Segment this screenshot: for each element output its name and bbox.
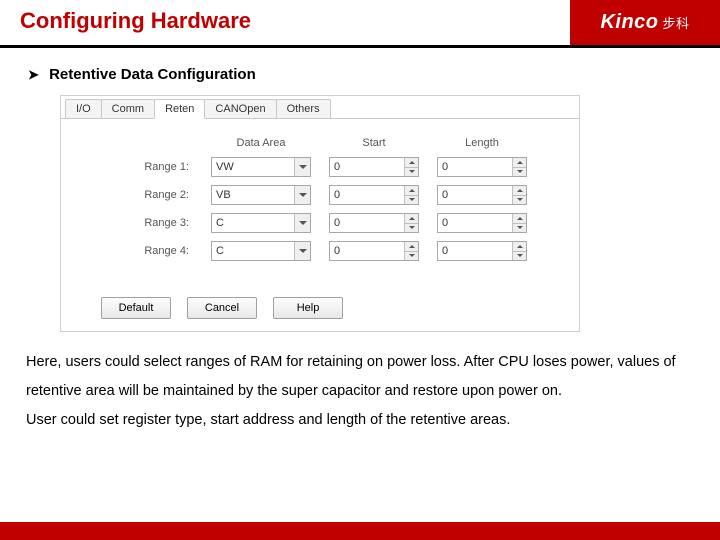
config-dialog: I/O Comm Reten CANOpen Others Data Area … (60, 95, 580, 332)
spin-down-icon[interactable] (513, 196, 526, 205)
row4-label: Range 4: (113, 245, 193, 257)
col-length: Length (437, 137, 527, 149)
row3-area-select[interactable]: C (211, 213, 311, 233)
bullet-icon: ➤ (28, 67, 39, 83)
row1-length-value: 0 (438, 158, 512, 176)
spin-down-icon[interactable] (405, 224, 418, 233)
page-title: Configuring Hardware (0, 0, 570, 45)
spin-down-icon[interactable] (405, 168, 418, 177)
cancel-button[interactable]: Cancel (187, 297, 257, 319)
spin-down-icon[interactable] (405, 196, 418, 205)
footer-accent-bar (0, 522, 720, 540)
chevron-down-icon[interactable] (294, 186, 310, 204)
row1-area-select[interactable]: VW (211, 157, 311, 177)
range-grid: Data Area Start Length Range 1: VW 0 0 R… (81, 137, 559, 261)
tab-canopen[interactable]: CANOpen (204, 99, 276, 118)
row1-label: Range 1: (113, 161, 193, 173)
dialog-button-row: Default Cancel Help (61, 289, 579, 331)
spin-up-icon[interactable] (405, 242, 418, 252)
row4-area-value: C (212, 245, 294, 257)
description-block: Here, users could select ranges of RAM f… (0, 332, 720, 435)
row4-start-spinner[interactable]: 0 (329, 241, 419, 261)
spin-down-icon[interactable] (405, 252, 418, 261)
row3-start-spinner[interactable]: 0 (329, 213, 419, 233)
col-data-area: Data Area (211, 137, 311, 149)
spin-up-icon[interactable] (405, 186, 418, 196)
row1-start-spinner[interactable]: 0 (329, 157, 419, 177)
chevron-down-icon[interactable] (294, 158, 310, 176)
section-title-text: Retentive Data Configuration (49, 66, 256, 83)
spin-up-icon[interactable] (513, 214, 526, 224)
logo-text: Kinco (600, 11, 658, 34)
section-heading: ➤ Retentive Data Configuration (0, 48, 720, 91)
spin-down-icon[interactable] (513, 168, 526, 177)
row4-length-spinner[interactable]: 0 (437, 241, 527, 261)
row1-length-spinner[interactable]: 0 (437, 157, 527, 177)
row3-length-spinner[interactable]: 0 (437, 213, 527, 233)
row2-length-value: 0 (438, 186, 512, 204)
spin-up-icon[interactable] (513, 158, 526, 168)
tab-reten[interactable]: Reten (154, 99, 205, 119)
row4-length-value: 0 (438, 242, 512, 260)
default-button[interactable]: Default (101, 297, 171, 319)
row2-length-spinner[interactable]: 0 (437, 185, 527, 205)
tab-comm[interactable]: Comm (101, 99, 155, 118)
tab-io[interactable]: I/O (65, 99, 102, 118)
row2-start-spinner[interactable]: 0 (329, 185, 419, 205)
help-button[interactable]: Help (273, 297, 343, 319)
slide-header: Configuring Hardware Kinco 步科 (0, 0, 720, 48)
row1-start-value: 0 (330, 158, 404, 176)
spin-up-icon[interactable] (405, 214, 418, 224)
dialog-body: Data Area Start Length Range 1: VW 0 0 R… (61, 119, 579, 289)
row4-area-select[interactable]: C (211, 241, 311, 261)
spin-up-icon[interactable] (513, 242, 526, 252)
description-p1: Here, users could select ranges of RAM f… (26, 348, 694, 406)
tab-bar: I/O Comm Reten CANOpen Others (61, 96, 579, 119)
row2-area-value: VB (212, 189, 294, 201)
spin-down-icon[interactable] (513, 252, 526, 261)
description-p2: User could set register type, start addr… (26, 406, 694, 435)
row2-area-select[interactable]: VB (211, 185, 311, 205)
row3-length-value: 0 (438, 214, 512, 232)
spin-up-icon[interactable] (513, 186, 526, 196)
row2-start-value: 0 (330, 186, 404, 204)
row2-label: Range 2: (113, 189, 193, 201)
row4-start-value: 0 (330, 242, 404, 260)
chevron-down-icon[interactable] (294, 242, 310, 260)
logo-cn: 步科 (663, 13, 690, 32)
row3-area-value: C (212, 217, 294, 229)
brand-logo: Kinco 步科 (570, 0, 720, 45)
tab-others[interactable]: Others (276, 99, 331, 118)
chevron-down-icon[interactable] (294, 214, 310, 232)
spin-down-icon[interactable] (513, 224, 526, 233)
row1-area-value: VW (212, 161, 294, 173)
row3-label: Range 3: (113, 217, 193, 229)
spin-up-icon[interactable] (405, 158, 418, 168)
row3-start-value: 0 (330, 214, 404, 232)
col-start: Start (329, 137, 419, 149)
